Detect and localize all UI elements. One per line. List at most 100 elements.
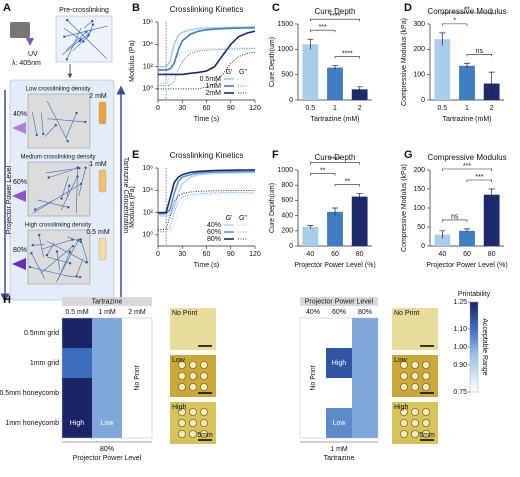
photo xyxy=(392,308,438,350)
photo-label: High xyxy=(394,404,409,411)
network-node xyxy=(79,238,83,241)
photo-pore xyxy=(399,429,408,438)
photo-pore xyxy=(177,429,186,438)
loss-modulus-line xyxy=(158,189,256,230)
projector xyxy=(12,190,26,202)
legend-label: 40% xyxy=(207,222,221,229)
y-tick-label: 150 xyxy=(413,186,425,193)
chart-title: Compressive Modulus xyxy=(427,7,506,16)
tube xyxy=(98,101,107,125)
y-axis-label: Modulus (Pa) xyxy=(129,40,136,82)
network-node xyxy=(85,30,88,34)
photo-pore xyxy=(188,371,197,380)
significance-bracket xyxy=(466,179,492,182)
error-bar xyxy=(356,86,363,92)
network-node xyxy=(42,132,45,136)
network-strand xyxy=(40,245,74,274)
x-tick-label: 1 xyxy=(465,105,469,112)
network-node xyxy=(66,140,69,143)
photo-pore xyxy=(399,418,408,427)
x-tick-label: 1 xyxy=(333,105,337,112)
photo-pore xyxy=(410,360,419,369)
y-tick-label: 0 xyxy=(421,97,425,104)
concentration-text: 1 mM xyxy=(89,161,107,168)
y-tick-label: 800 xyxy=(281,182,293,189)
storage-modulus-line xyxy=(158,171,256,217)
photo-pore xyxy=(421,407,430,416)
network-node xyxy=(75,275,78,278)
x-tick-label: 120 xyxy=(249,105,261,112)
error-bar xyxy=(439,32,446,46)
bar xyxy=(483,194,500,246)
network-node xyxy=(31,243,35,247)
network-strand xyxy=(45,167,80,174)
legend-header: G'' xyxy=(239,215,247,222)
network-node xyxy=(63,35,66,38)
photo-pore xyxy=(188,360,197,369)
colorbar-tick-label: 1.00 xyxy=(453,344,467,351)
bar xyxy=(351,89,368,100)
significance-label: *** xyxy=(475,174,483,181)
photo-pore xyxy=(199,429,208,438)
network-node xyxy=(71,244,75,248)
network-strand xyxy=(41,112,44,135)
network-node xyxy=(28,265,32,269)
network-strand xyxy=(31,253,45,279)
error-bar xyxy=(356,193,363,200)
x-tick-label: 0 xyxy=(156,105,160,112)
significance-label: **** xyxy=(330,13,341,20)
network-node xyxy=(85,261,88,264)
density-text: High crosslinking density xyxy=(25,223,91,229)
bar xyxy=(459,65,475,100)
no-print-label: No Print xyxy=(310,365,317,390)
panel-label: B xyxy=(132,2,140,14)
panel-label: H xyxy=(3,294,11,306)
colorbar-tick-label: 0.75 xyxy=(453,389,467,396)
header-box xyxy=(300,297,378,306)
storage-modulus-line xyxy=(158,26,256,68)
network-strand xyxy=(47,256,71,264)
network-strand xyxy=(44,124,57,137)
x-tick-label: 80 xyxy=(488,251,496,258)
photo-pore xyxy=(410,407,419,416)
photo-pore xyxy=(399,407,408,416)
tube xyxy=(98,237,107,261)
network-node xyxy=(34,208,37,211)
projector xyxy=(12,122,26,134)
network-strand xyxy=(66,19,108,59)
pre-box xyxy=(55,15,113,63)
x-tick-label: 0.5 xyxy=(305,105,315,112)
storage-modulus-line xyxy=(158,30,256,76)
network-strand xyxy=(37,199,69,208)
network-strand xyxy=(61,39,82,56)
chart-title: Compressive Modulus xyxy=(427,153,506,162)
significance-label: **** xyxy=(330,156,341,163)
significance-bracket xyxy=(310,162,360,165)
photo-pore xyxy=(177,407,186,416)
x-tick-label: 30 xyxy=(178,251,186,258)
significance-label: ** xyxy=(320,167,326,174)
network-node xyxy=(90,20,94,23)
header-box xyxy=(62,297,152,306)
x-axis-label: Projector Power Level (%) xyxy=(294,262,375,269)
heatmap-cell xyxy=(326,318,352,348)
network-node xyxy=(60,197,63,200)
pre-text: Pre-crosslinking xyxy=(59,7,109,14)
y-tick-label: 100 xyxy=(413,72,425,79)
y-tick-label: 10⁶ xyxy=(142,165,153,172)
photo-pore xyxy=(410,382,419,391)
y-tick-label: 200 xyxy=(413,46,425,53)
photo-pore xyxy=(421,429,430,438)
network-strand xyxy=(47,118,86,123)
row-label: 0.5mm honeycomb xyxy=(0,390,59,397)
network-strand xyxy=(65,31,87,51)
storage-modulus-line xyxy=(158,170,256,215)
heatmap-cell xyxy=(92,408,122,438)
chart-title: Cure Depth xyxy=(315,153,356,162)
heatmap-cell xyxy=(92,378,122,408)
significance-bracket xyxy=(310,173,336,176)
legend-header: G'' xyxy=(239,69,247,76)
heatmap-cell xyxy=(92,318,122,348)
network-strand xyxy=(35,200,53,210)
